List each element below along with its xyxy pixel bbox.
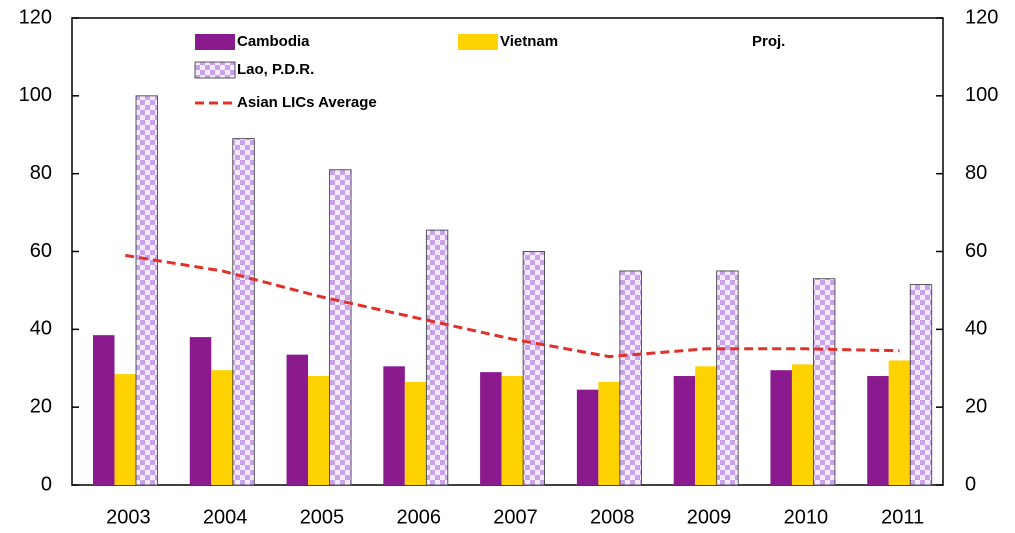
bar	[619, 270, 642, 486]
y2-tick-label: 120	[965, 6, 998, 28]
bar	[425, 229, 449, 486]
legend-label: Lao, P.D.R.	[237, 61, 314, 78]
x-tick-label: 2005	[300, 506, 345, 528]
x-tick-label: 2011	[881, 506, 924, 528]
y2-tick-label: 100	[965, 84, 998, 106]
x-tick-label: 2010	[784, 506, 829, 528]
bar	[522, 251, 546, 486]
bar	[211, 370, 233, 485]
bar	[770, 370, 792, 485]
y2-tick-label: 60	[965, 240, 987, 262]
y2-tick-label: 20	[965, 395, 987, 417]
bar	[329, 169, 352, 486]
bar	[576, 389, 599, 485]
x-tick-label: 2009	[687, 506, 732, 528]
y-tick-label: 20	[30, 395, 52, 417]
y-tick-label: 80	[30, 162, 52, 184]
y-tick-label: 100	[19, 84, 52, 106]
bar	[383, 366, 405, 485]
x-tick-label: 2007	[493, 506, 538, 528]
bar	[93, 335, 115, 485]
bar	[189, 337, 212, 485]
legend-swatch	[194, 61, 236, 79]
bar	[114, 374, 136, 485]
bar	[867, 376, 889, 485]
y2-tick-label: 80	[965, 162, 987, 184]
x-tick-label: 2008	[590, 506, 635, 528]
y2-tick-label: 0	[965, 473, 976, 495]
bar	[813, 278, 836, 486]
bar	[909, 284, 933, 486]
x-tick-label: 2004	[203, 506, 248, 528]
legend-label: Asian LICs Average	[237, 94, 377, 111]
legend-label: Cambodia	[237, 33, 310, 50]
bar	[888, 360, 911, 485]
bar	[232, 138, 255, 486]
bar	[598, 381, 620, 485]
y-tick-label: 60	[30, 240, 52, 262]
bar	[480, 372, 502, 485]
bar	[695, 366, 717, 485]
legend-label: Vietnam	[500, 33, 558, 50]
bar	[135, 95, 158, 486]
y-tick-label: 40	[30, 318, 52, 340]
bar	[673, 376, 696, 485]
y-tick-label: 0	[41, 473, 52, 495]
bar	[308, 376, 330, 485]
bar	[791, 364, 814, 485]
annotation: Proj.	[752, 33, 785, 50]
bar	[716, 270, 739, 486]
y2-tick-label: 40	[965, 318, 987, 340]
y-tick-label: 120	[19, 6, 52, 28]
legend-swatch	[458, 34, 498, 50]
legend-swatch	[195, 34, 235, 50]
line	[125, 253, 900, 359]
x-tick-label: 2006	[396, 506, 441, 528]
bar	[286, 354, 309, 485]
bar	[501, 376, 524, 485]
x-tick-label: 2003	[106, 506, 151, 528]
bar	[404, 381, 427, 485]
